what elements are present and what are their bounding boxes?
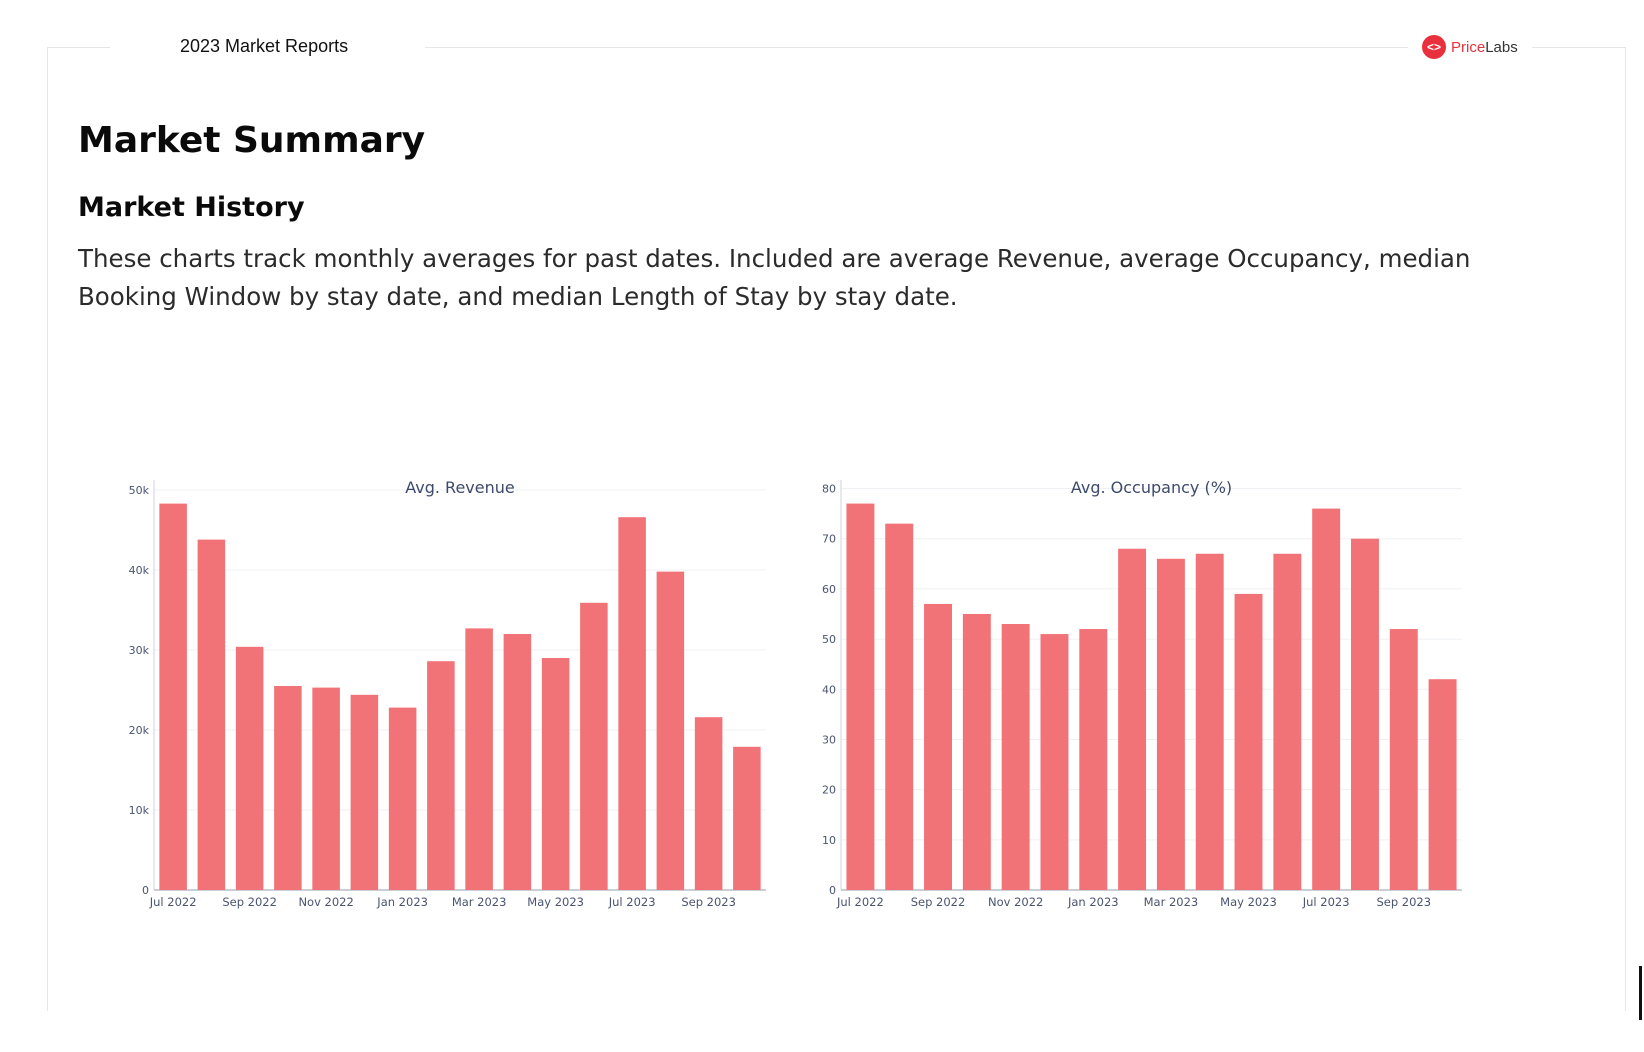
frame-top-far-right-line: [1532, 47, 1625, 48]
bar: [1195, 553, 1224, 890]
x-tick-label: Sep 2022: [222, 895, 277, 909]
bar: [694, 717, 723, 890]
y-tick-label: 20k: [129, 724, 150, 737]
y-tick-label: 50: [822, 633, 836, 646]
bar: [1350, 538, 1379, 890]
logo-text-price: Price: [1451, 38, 1486, 56]
bar: [197, 539, 226, 890]
intro-paragraph: These charts track monthly averages for …: [78, 244, 1471, 311]
pricelabs-logo: <> PriceLabs: [1422, 34, 1518, 60]
bar: [388, 707, 417, 890]
chart-title: Avg. Revenue: [405, 478, 514, 497]
x-tick-label: Nov 2022: [298, 895, 353, 909]
x-tick-label: Jan 2023: [1067, 895, 1119, 909]
occupancy-bar-chart: 0 10 20 30 40 50 60 70 80 Jul 2022 Sep 2022 Nov 202…: [822, 478, 1462, 909]
revenue-bar-chart: 0 10k 20k 30k 40k 50k Jul 2022 Sep 2022 Nov 2022…: [129, 478, 766, 909]
bar: [503, 634, 532, 890]
bar: [312, 687, 340, 890]
bar: [962, 613, 991, 890]
bar: [1428, 679, 1457, 890]
y-tick-label: 50k: [129, 484, 150, 497]
bar: [1312, 508, 1341, 890]
bar: [427, 661, 455, 890]
y-tick-label: 60: [822, 583, 836, 596]
x-tick-label: Jul 2023: [1302, 895, 1350, 909]
y-tick-label: 0: [829, 884, 836, 897]
bar: [159, 503, 187, 890]
logo-text-labs: Labs: [1485, 38, 1518, 56]
bar: [924, 603, 953, 890]
x-tick-label: Mar 2023: [452, 895, 507, 909]
bar: [1040, 634, 1069, 890]
bar: [580, 602, 608, 890]
y-tick-label: 10k: [129, 804, 150, 817]
x-tick-label: Nov 2022: [988, 895, 1043, 909]
bar: [656, 571, 685, 890]
y-tick-label: 80: [822, 483, 836, 496]
bar: [465, 628, 493, 890]
bar: [1156, 558, 1185, 890]
x-tick-label: Sep 2023: [681, 895, 736, 909]
bar: [274, 686, 302, 890]
bar: [1001, 624, 1030, 890]
y-tick-label: 40k: [129, 564, 150, 577]
bar: [733, 746, 761, 890]
y-tick-label: 20: [822, 784, 836, 797]
x-tick-label: Jul 2022: [149, 895, 197, 909]
bar: [846, 503, 875, 890]
frame-top-right-line: [425, 47, 1408, 48]
x-tick-label: Jan 2023: [376, 895, 428, 909]
frame-right-line: [1625, 47, 1626, 1011]
bar: [1079, 629, 1108, 890]
bar: [235, 646, 264, 890]
bar: [541, 658, 570, 890]
y-tick-label: 30k: [129, 644, 150, 657]
report-title: 2023 Market Reports: [180, 36, 349, 56]
bar: [1273, 553, 1302, 890]
bar: [1118, 548, 1147, 890]
y-tick-label: 10: [822, 834, 836, 847]
bar: [1234, 593, 1263, 890]
bar: [1389, 629, 1418, 890]
frame-left-line: [47, 47, 48, 1011]
x-tick-label: Mar 2023: [1144, 895, 1199, 909]
page-title: Market Summary: [78, 120, 426, 161]
y-tick-label: 0: [142, 884, 149, 897]
x-tick-label: May 2023: [1220, 895, 1277, 909]
bar: [618, 517, 646, 890]
x-tick-label: Sep 2022: [911, 895, 966, 909]
x-tick-label: Sep 2023: [1376, 895, 1431, 909]
y-tick-label: 40: [822, 683, 836, 696]
bar: [350, 694, 379, 890]
bar: [885, 523, 914, 890]
code-brackets-icon: <>: [1422, 35, 1446, 59]
x-tick-label: May 2023: [527, 895, 584, 909]
text-cursor: [1639, 966, 1642, 1020]
frame-top-left-line: [47, 47, 110, 48]
chart-title: Avg. Occupancy (%): [1071, 478, 1232, 497]
section-heading: Market History: [78, 192, 305, 223]
y-tick-label: 30: [822, 733, 836, 746]
x-tick-label: Jul 2022: [836, 895, 884, 909]
x-tick-label: Jul 2023: [608, 895, 656, 909]
y-tick-label: 70: [822, 533, 836, 546]
